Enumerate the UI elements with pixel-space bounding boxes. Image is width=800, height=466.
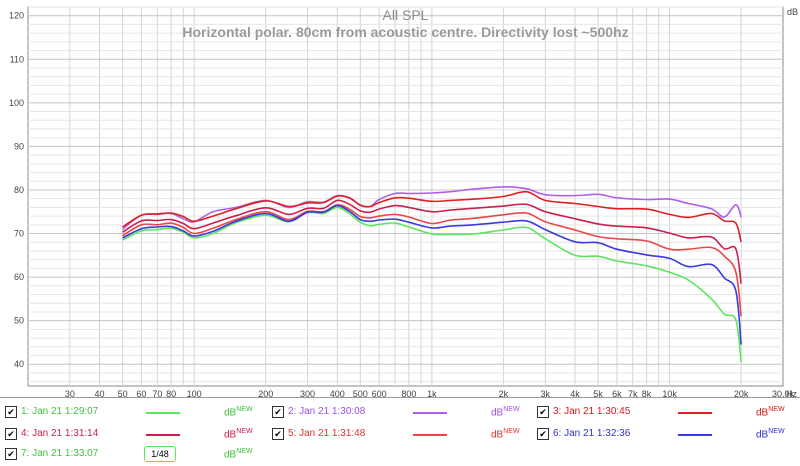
spl-chart: 40 50 60 70 80 90 100 110 120 dB 30 40 50 60 70 80 100 20…	[9, 6, 798, 397]
x-tick-label: 2k	[499, 389, 509, 397]
x-tick-label: 30	[65, 389, 75, 397]
y-tick-label: 110	[10, 54, 24, 64]
legend-line-swatch	[678, 434, 712, 436]
x-tick-label: 6k	[612, 389, 622, 397]
series-line-6	[122, 204, 742, 345]
x-tick-label: 30.0k	[772, 389, 795, 397]
legend-entry: ✔ 6: Jan 21 1:32:36 dBNEW	[537, 425, 797, 445]
y-axis-label: dB	[787, 7, 798, 17]
legend-checkbox[interactable]: ✔	[5, 428, 17, 440]
legend-line-swatch	[413, 434, 447, 436]
x-tick-label: 100	[187, 389, 202, 397]
series-line-3	[122, 190, 742, 243]
legend-entry: ✔ 4: Jan 21 1:31:14 dBNEW	[5, 425, 265, 445]
chart-subtitle: Horizontal polar. 80cm from acoustic cen…	[182, 24, 628, 40]
x-axis-label: Hz	[786, 389, 797, 397]
legend-entry: ✔ 3: Jan 21 1:30:45 dBNEW	[537, 403, 797, 423]
y-tick-label: 90	[14, 141, 24, 151]
x-tick-label: 60	[136, 389, 146, 397]
series-line-2	[122, 186, 742, 230]
legend-checkbox[interactable]: ✔	[5, 406, 17, 418]
y-tick-label: 40	[14, 359, 24, 369]
x-tick-label: 300	[300, 389, 315, 397]
x-tick-label: 70	[152, 389, 162, 397]
legend-line-swatch	[146, 434, 180, 436]
x-tick-label: 4k	[570, 389, 580, 397]
legend-label: 6: Jan 21 1:32:36	[553, 428, 631, 439]
x-tick-label: 500	[353, 389, 368, 397]
series-line-4	[122, 199, 742, 284]
legend-line-swatch	[413, 412, 447, 414]
legend-label: 7: Jan 21 1:33:07	[21, 448, 99, 459]
legend-line-swatch	[146, 412, 180, 414]
y-tick-label: 60	[14, 272, 24, 282]
legend-unit: dBNEW	[491, 406, 520, 419]
legend-label: 4: Jan 21 1:31:14	[21, 428, 99, 439]
legend-unit: dBNEW	[756, 406, 785, 419]
legend-label: 1: Jan 21 1:29:07	[21, 406, 99, 417]
series-line-1	[122, 206, 742, 363]
legend-unit: dBNEW	[491, 428, 520, 441]
y-tick-label: 100	[9, 98, 24, 108]
legend-entry: ✔ 1: Jan 21 1:29:07 dBNEW	[5, 403, 265, 423]
x-tick-label: 5k	[593, 389, 603, 397]
legend-entry: ✔ 7: Jan 21 1:33:07 1/48 dBNEW	[5, 445, 265, 465]
legend-panel: ✔ 1: Jan 21 1:29:07 dBNEW ✔ 2: Jan 21 1:30:0…	[0, 397, 800, 466]
legend-entry: ✔ 2: Jan 21 1:30:08 dBNEW	[272, 403, 532, 423]
x-tick-label: 40	[95, 389, 105, 397]
x-tick-label: 80	[166, 389, 176, 397]
legend-label: 3: Jan 21 1:30:45	[553, 406, 631, 417]
legend-checkbox[interactable]: ✔	[272, 406, 284, 418]
plot-area	[27, 6, 784, 387]
series-line-5	[122, 203, 742, 317]
x-tick-label: 400	[330, 389, 345, 397]
x-tick-label: 3k	[541, 389, 551, 397]
smoothing-badge[interactable]: 1/48	[144, 446, 176, 462]
legend-line-swatch	[678, 412, 712, 414]
x-tick-label: 20k	[734, 389, 749, 397]
legend-unit: dBNEW	[756, 428, 785, 441]
legend-checkbox[interactable]: ✔	[272, 428, 284, 440]
x-tick-label: 800	[401, 389, 416, 397]
legend-unit: dBNEW	[224, 406, 253, 419]
x-tick-label: 50	[118, 389, 128, 397]
x-tick-label: 10k	[662, 389, 677, 397]
legend-checkbox[interactable]: ✔	[5, 448, 17, 460]
x-tick-label: 200	[258, 389, 273, 397]
legend-unit: dBNEW	[224, 428, 253, 441]
legend-label: 2: Jan 21 1:30:08	[288, 406, 366, 417]
y-tick-label: 120	[9, 11, 24, 21]
legend-checkbox[interactable]: ✔	[537, 406, 549, 418]
x-tick-label: 600	[372, 389, 387, 397]
x-tick-label: 8k	[642, 389, 652, 397]
y-tick-label: 50	[14, 316, 24, 326]
y-tick-label: 80	[14, 185, 24, 195]
y-tick-label: 70	[14, 229, 24, 239]
legend-unit: dBNEW	[224, 448, 253, 461]
x-tick-label: 7k	[628, 389, 638, 397]
chart-title: All SPL	[383, 7, 429, 23]
legend-entry: ✔ 5: Jan 21 1:31:48 dBNEW	[272, 425, 532, 445]
x-tick-label: 1k	[427, 389, 437, 397]
legend-checkbox[interactable]: ✔	[537, 428, 549, 440]
legend-label: 5: Jan 21 1:31:48	[288, 428, 366, 439]
